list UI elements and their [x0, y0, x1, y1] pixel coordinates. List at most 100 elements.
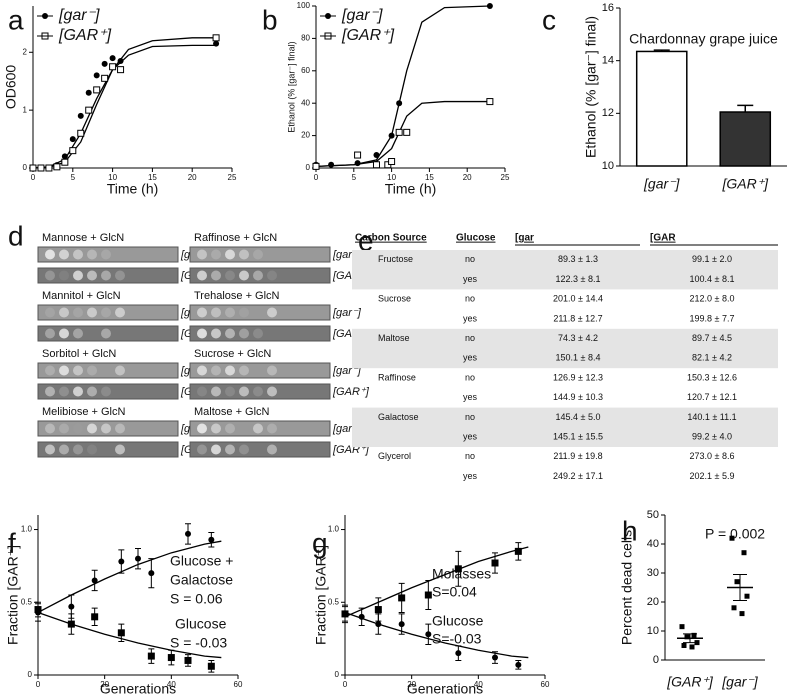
spot: [101, 423, 111, 434]
data-point: [85, 89, 92, 96]
table-cell: yes: [463, 274, 478, 284]
table-cell: 100.4 ± 8.1: [690, 274, 735, 284]
x-tick-label: 60: [234, 680, 243, 689]
y-tick-label: 10: [647, 625, 659, 637]
x-tick-label: 20: [407, 680, 416, 689]
data-point: [93, 86, 101, 94]
fit-curve: [315, 100, 490, 168]
data-point: [118, 558, 125, 565]
data-point: [425, 631, 432, 638]
table-cell: Maltose: [378, 333, 410, 343]
spot: [225, 307, 235, 318]
spot: [225, 444, 235, 455]
spot: [239, 386, 249, 397]
x-tick-label: 20: [188, 173, 197, 182]
bar: [719, 111, 772, 167]
annotation: S = 0.06: [170, 591, 223, 607]
spot: [59, 307, 69, 318]
legend-label: [GAR⁺]: [58, 27, 112, 44]
data-point: [328, 161, 335, 168]
x-tick-label: 40: [474, 680, 483, 689]
bar: [635, 50, 688, 167]
y-tick-label: 0: [23, 163, 28, 172]
table-cell: no: [465, 333, 475, 343]
data-point: [69, 136, 76, 143]
table-cell: Sucrose: [378, 294, 411, 304]
spot: [115, 423, 125, 434]
spot: [45, 328, 55, 339]
x-tick-label: 25: [228, 173, 237, 182]
spot: [45, 249, 55, 260]
data-point: [744, 593, 750, 599]
spot: [211, 249, 221, 260]
x-tick-label: 10: [108, 173, 117, 182]
table-cell: no: [465, 372, 475, 382]
plate-strip: [189, 383, 331, 400]
annotation: S=-0.03: [432, 631, 482, 647]
table-cell: 202.1 ± 5.9: [690, 471, 735, 481]
spot: [225, 249, 235, 260]
data-point: [68, 603, 75, 610]
x-tick-label: 15: [148, 173, 157, 182]
y-tick-label: 14: [602, 55, 614, 67]
data-point: [691, 632, 697, 638]
spot: [267, 307, 277, 318]
table-cell: 140.1 ± 11.1: [687, 412, 736, 422]
spot: [197, 328, 207, 339]
data-point: [147, 652, 155, 660]
spot: [211, 270, 221, 281]
spot: [45, 444, 55, 455]
data-point: [109, 55, 116, 62]
y-axis-label: Fraction [GAR⁺]: [313, 545, 329, 645]
table-cell: 99.2 ± 4.0: [692, 432, 732, 442]
spot: [211, 444, 221, 455]
annotation: Glucose: [432, 613, 484, 629]
plate-strip: [37, 267, 179, 284]
spot: [197, 365, 207, 376]
plate-strip: [37, 441, 179, 458]
plate-strip: [37, 362, 179, 379]
spot: [45, 386, 55, 397]
data-point: [135, 555, 141, 562]
y-tick-label: 40: [647, 538, 659, 550]
plate-strip: [189, 246, 331, 263]
panel-label: d: [8, 220, 24, 251]
x-tick-label: 5: [352, 173, 357, 182]
y-axis-label: Percent dead cells: [619, 530, 635, 645]
spot: [225, 270, 235, 281]
spot: [45, 270, 55, 281]
plate-label: Maltose + GlcN: [194, 406, 270, 418]
spot: [59, 249, 69, 260]
data-point: [61, 153, 68, 160]
row-band: [352, 250, 778, 290]
spot: [115, 307, 125, 318]
spot: [87, 444, 97, 455]
error-bar: [733, 573, 747, 602]
spot: [87, 423, 97, 434]
table-cell: 144.9 ± 10.3: [553, 392, 603, 402]
plate-strip: [189, 441, 331, 458]
annotation: Galactose: [170, 572, 233, 588]
data-point: [91, 577, 98, 584]
x-tick-label: 60: [541, 680, 550, 689]
table-header: [gar: [515, 233, 534, 244]
spot: [73, 365, 83, 376]
table-cell: no: [465, 294, 475, 304]
spot: [197, 270, 207, 281]
data-point: [388, 158, 396, 166]
plate-label: Trehalose + GlcN: [194, 290, 280, 302]
chart-title: Chardonnay grape juice: [629, 31, 778, 47]
data-point: [101, 74, 109, 82]
data-point: [514, 547, 522, 555]
data-point: [85, 106, 93, 114]
table-cell: 201.0 ± 14.4: [553, 294, 603, 304]
spot: [211, 386, 221, 397]
data-point: [69, 147, 77, 155]
spot: [225, 365, 235, 376]
y-axis-label: OD600: [3, 65, 19, 110]
table-header: [GAR: [650, 233, 676, 244]
table-cell: 145.4 ± 5.0: [556, 412, 601, 422]
x-tick-label: 0: [36, 680, 41, 689]
spot: [59, 270, 69, 281]
